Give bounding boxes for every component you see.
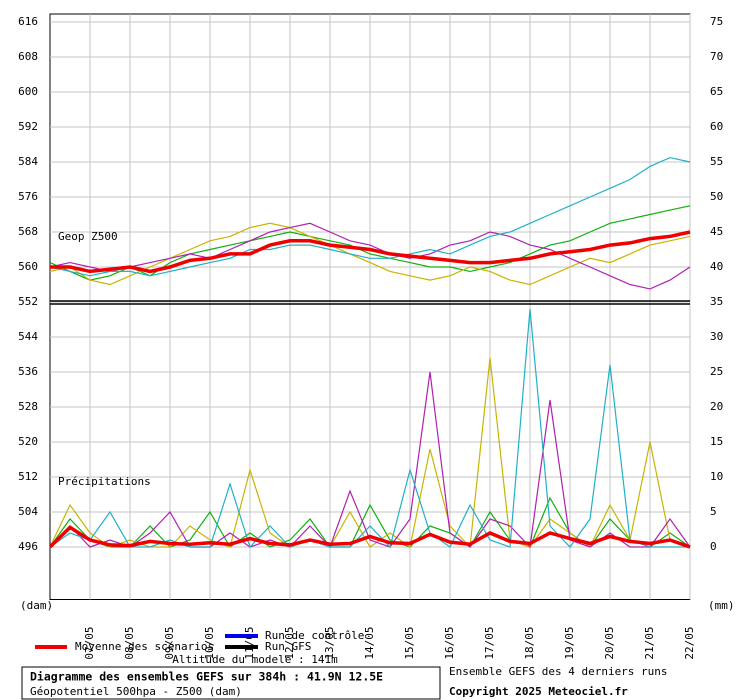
y2-tick-label: 10 [710,470,723,483]
series-line [48,525,691,549]
y2-tick-label: 65 [710,85,723,98]
y2-axis-unit: (mm) [708,599,735,612]
panel-label: Geop Z500 [58,230,118,243]
x-tick-label: 14/05 [363,627,376,660]
x-tick-label: 19/05 [563,627,576,660]
x-tick-label: 20/05 [603,627,616,660]
y2-tick-label: 70 [710,50,723,63]
y2-tick-label: 15 [710,435,723,448]
x-tick-label: 22/05 [683,627,696,660]
y-tick-label: 600 [18,85,38,98]
title-box [21,666,441,700]
chart-subtitle: Géopotentiel 500hpa - Z500 (dam) [30,685,242,698]
x-tick-label: 15/05 [403,627,416,660]
y2-tick-label: 30 [710,330,723,343]
x-tick-label: 13/05 [323,627,336,660]
y2-tick-label: 35 [710,295,723,308]
legend-label: Run de contrôle [265,629,364,642]
y-tick-label: 552 [18,295,38,308]
y-tick-label: 496 [18,540,38,553]
x-tick-label: 08/05 [123,627,136,660]
y2-tick-label: 45 [710,225,723,238]
x-tick-label: 07/05 [83,627,96,660]
y2-tick-label: 55 [710,155,723,168]
y-tick-label: 536 [18,365,38,378]
y2-tick-label: 60 [710,120,723,133]
y-tick-label: 512 [18,470,38,483]
x-tick-label: 12/05 [283,627,296,660]
y2-tick-label: 50 [710,190,723,203]
x-tick-label: 17/05 [483,627,496,660]
series-line [49,371,691,549]
y-tick-label: 584 [18,155,38,168]
y-axis-unit: (dam) [20,599,53,612]
y-tick-label: 616 [18,15,38,28]
y2-tick-label: 0 [710,540,717,553]
series-line [49,156,691,277]
legend-label: Run GFS [265,640,311,653]
y2-tick-label: 20 [710,400,723,413]
copyright: Copyright 2025 Meteociel.fr [449,685,628,698]
y-tick-label: 568 [18,225,38,238]
y-tick-label: 576 [18,190,38,203]
y2-tick-label: 25 [710,365,723,378]
y-tick-label: 608 [18,50,38,63]
x-tick-label: 21/05 [643,627,656,660]
y-tick-label: 544 [18,330,38,343]
y2-tick-label: 75 [710,15,723,28]
y-tick-label: 528 [18,400,38,413]
y-tick-label: 560 [18,260,38,273]
x-tick-label: 10/05 [203,627,216,660]
y-tick-label: 592 [18,120,38,133]
y-tick-label: 520 [18,435,38,448]
x-tick-label: 18/05 [523,627,536,660]
side-note: Ensemble GEFS des 4 derniers runs [449,665,668,678]
chart-title: Diagramme des ensembles GEFS sur 384h : … [30,670,383,684]
legend-label: Moyenne des scénarios [75,640,214,653]
y2-tick-label: 5 [710,505,717,518]
series-line [50,230,691,274]
x-tick-label: 16/05 [443,627,456,660]
x-tick-label: 11/05 [243,627,256,660]
panel-label: Précipitations [58,475,151,488]
x-tick-label: 09/05 [163,627,176,660]
series-line [49,308,690,549]
series-line [49,222,691,290]
y-tick-label: 504 [18,505,38,518]
series-line [49,222,691,286]
altitude-note: Altitude du modele : 141m [172,653,338,666]
y2-tick-label: 40 [710,260,723,273]
